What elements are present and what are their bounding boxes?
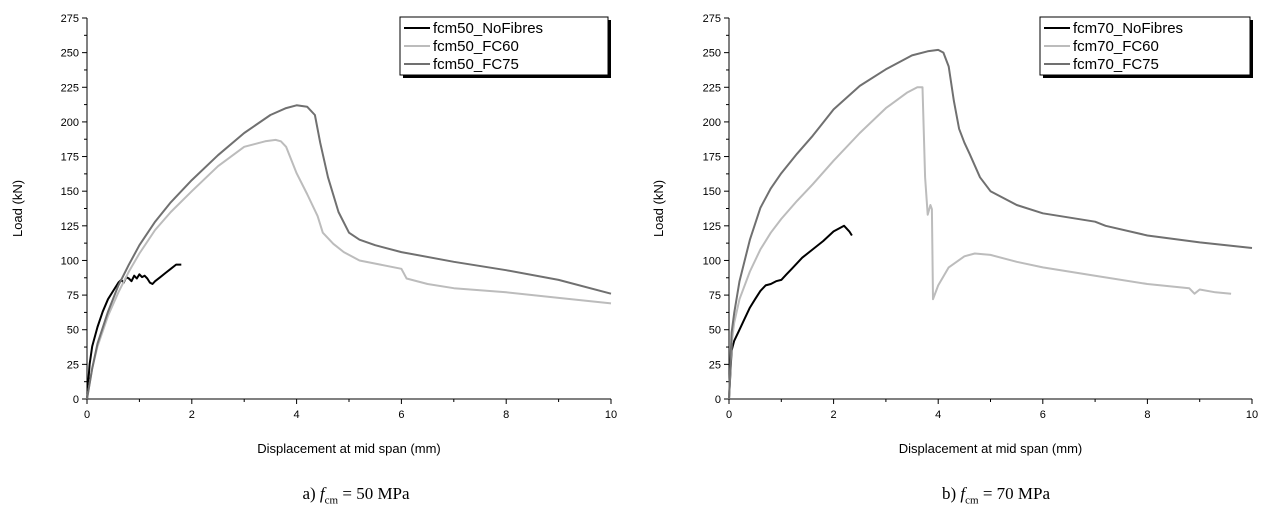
x-axis-title: Displacement at mid span (mm) (899, 441, 1083, 456)
legend-entry: fcm50_NoFibres (433, 20, 543, 37)
y-tick-label: 100 (61, 255, 79, 267)
y-tick-label: 225 (61, 82, 79, 94)
y-tick-label: 75 (709, 290, 721, 302)
y-tick-label: 225 (703, 82, 721, 94)
x-tick-label: 8 (1144, 409, 1150, 421)
x-tick-label: 0 (726, 409, 732, 421)
legend-entry: fcm50_FC60 (433, 38, 519, 55)
x-tick-label: 2 (831, 409, 837, 421)
y-tick-label: 200 (61, 117, 79, 129)
legend-box (1039, 16, 1251, 76)
y-tick-label: 50 (67, 325, 79, 337)
series-line-fcm50_FC60 (86, 138, 612, 400)
series-line-fcm70_FC75 (728, 48, 1253, 400)
x-tick-label: 4 (935, 409, 941, 421)
series-line-fcm70_FC60 (728, 86, 1232, 400)
x-tick-label: 2 (189, 409, 195, 421)
x-axis-title: Displacement at mid span (mm) (257, 441, 441, 456)
y-axis-title: Load (kN) (651, 180, 666, 237)
y-tick-label: 175 (61, 152, 79, 164)
y-axis-title: Load (kN) (10, 180, 25, 237)
x-tick-label: 6 (1040, 409, 1046, 421)
series-line-fcm50_NoFibres (86, 263, 182, 400)
caption-b-prefix: b) (941, 484, 961, 503)
series-line-fcm70_NoFibres (728, 224, 853, 400)
legend-entry: fcm50_FC75 (433, 56, 519, 73)
y-tick-label: 175 (703, 152, 721, 164)
chart-1: 0 25 50 75 100 125 150 175 200 225 250 275 0 2 4 6 8 10 Di… (651, 13, 1258, 456)
x-tick-label: 10 (1246, 409, 1258, 421)
legend-entry: fcm70_NoFibres (1073, 20, 1183, 37)
legend-entry: fcm70_FC60 (1073, 38, 1159, 55)
chart-0: 0 25 50 75 100 125 150 175 200 225 250 275 0 2 4 6 8 10 Di… (10, 13, 617, 456)
y-tick-label: 25 (67, 359, 79, 371)
y-tick-label: 25 (709, 359, 721, 371)
caption-a-suffix: = 50 MPa (338, 484, 410, 503)
y-tick-label: 275 (703, 13, 721, 25)
series-line-fcm50_FC75 (86, 104, 612, 400)
x-tick-label: 10 (605, 409, 617, 421)
legend-box (399, 16, 609, 76)
y-tick-label: 250 (703, 48, 721, 60)
x-tick-label: 0 (84, 409, 90, 421)
caption-a: a) fcm = 50 MPa (302, 484, 409, 506)
y-tick-label: 200 (703, 117, 721, 129)
legend-entry: fcm70_FC75 (1073, 56, 1159, 73)
caption-b-symbol: f (960, 484, 966, 503)
y-tick-label: 150 (703, 186, 721, 198)
y-tick-label: 50 (709, 325, 721, 337)
x-tick-label: 6 (398, 409, 404, 421)
caption-a-prefix: a) (302, 484, 320, 503)
y-tick-label: 150 (61, 186, 79, 198)
caption-b-subscript: cm (965, 494, 979, 507)
caption-b-suffix: = 70 MPa (978, 484, 1051, 503)
x-tick-label: 8 (503, 409, 509, 421)
y-tick-label: 250 (61, 48, 79, 60)
caption-a-symbol: f (319, 484, 325, 503)
y-tick-label: 275 (61, 13, 79, 25)
y-tick-label: 75 (67, 290, 79, 302)
y-tick-label: 100 (703, 255, 721, 267)
y-tick-label: 125 (703, 221, 721, 233)
x-tick-label: 4 (294, 409, 300, 421)
y-tick-label: 0 (715, 394, 721, 406)
caption-b: b) fcm = 70 MPa (942, 484, 1050, 506)
y-tick-label: 0 (73, 394, 79, 406)
y-tick-label: 125 (61, 221, 79, 233)
caption-a-subscript: cm (324, 494, 339, 507)
